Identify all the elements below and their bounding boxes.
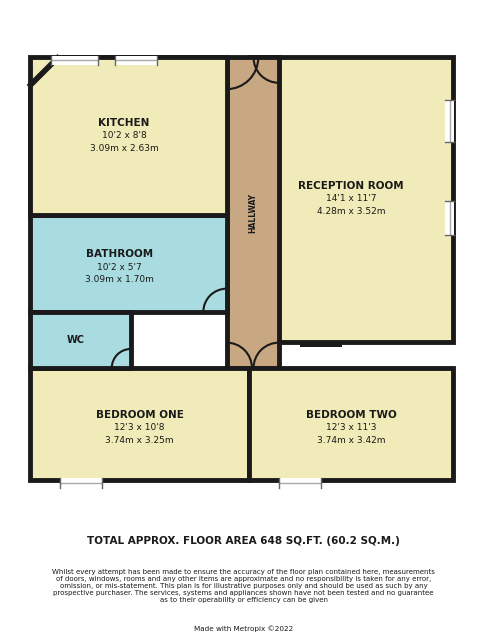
Text: KITCHEN: KITCHEN bbox=[98, 118, 150, 128]
Text: WC: WC bbox=[67, 335, 85, 345]
Text: 3.74m x 3.25m: 3.74m x 3.25m bbox=[105, 436, 174, 445]
Text: 4.28m x 3.52m: 4.28m x 3.52m bbox=[317, 207, 385, 216]
Text: 3.09m x 2.63m: 3.09m x 2.63m bbox=[90, 144, 158, 153]
Text: 12'3 x 11'3: 12'3 x 11'3 bbox=[326, 423, 376, 432]
Bar bbox=[30, 58, 226, 215]
Bar bbox=[226, 58, 279, 368]
Bar bbox=[30, 312, 131, 368]
Text: HALLWAY: HALLWAY bbox=[248, 193, 257, 233]
Bar bbox=[300, 342, 342, 347]
Text: BEDROOM ONE: BEDROOM ONE bbox=[96, 410, 184, 420]
Bar bbox=[30, 215, 226, 312]
Polygon shape bbox=[30, 58, 226, 215]
Text: Whilst every attempt has been made to ensure the accuracy of the floor plan cont: Whilst every attempt has been made to en… bbox=[52, 568, 435, 603]
Bar bbox=[51, 56, 98, 65]
Bar bbox=[30, 368, 249, 480]
Bar bbox=[445, 201, 454, 235]
Text: BEDROOM TWO: BEDROOM TWO bbox=[306, 410, 396, 420]
Bar bbox=[249, 368, 453, 480]
Text: 12'3 x 10'8: 12'3 x 10'8 bbox=[114, 423, 165, 432]
Text: 10'2 x 5'7: 10'2 x 5'7 bbox=[97, 262, 142, 271]
Text: 3.74m x 3.42m: 3.74m x 3.42m bbox=[317, 436, 385, 445]
Bar bbox=[249, 58, 453, 342]
Text: Made with Metropix ©2022: Made with Metropix ©2022 bbox=[194, 625, 293, 632]
Text: RECEPTION ROOM: RECEPTION ROOM bbox=[298, 181, 404, 191]
Bar bbox=[279, 479, 321, 488]
Text: TOTAL APPROX. FLOOR AREA 648 SQ.FT. (60.2 SQ.M.): TOTAL APPROX. FLOOR AREA 648 SQ.FT. (60.… bbox=[87, 536, 400, 546]
Text: 10'2 x 8'8: 10'2 x 8'8 bbox=[102, 131, 147, 140]
Text: BATHROOM: BATHROOM bbox=[86, 250, 153, 259]
Bar bbox=[114, 56, 157, 65]
Text: 3.09m x 1.70m: 3.09m x 1.70m bbox=[85, 275, 154, 284]
Text: 14'1 x 11'7: 14'1 x 11'7 bbox=[326, 195, 376, 204]
Bar bbox=[59, 479, 102, 488]
Bar bbox=[445, 100, 454, 142]
